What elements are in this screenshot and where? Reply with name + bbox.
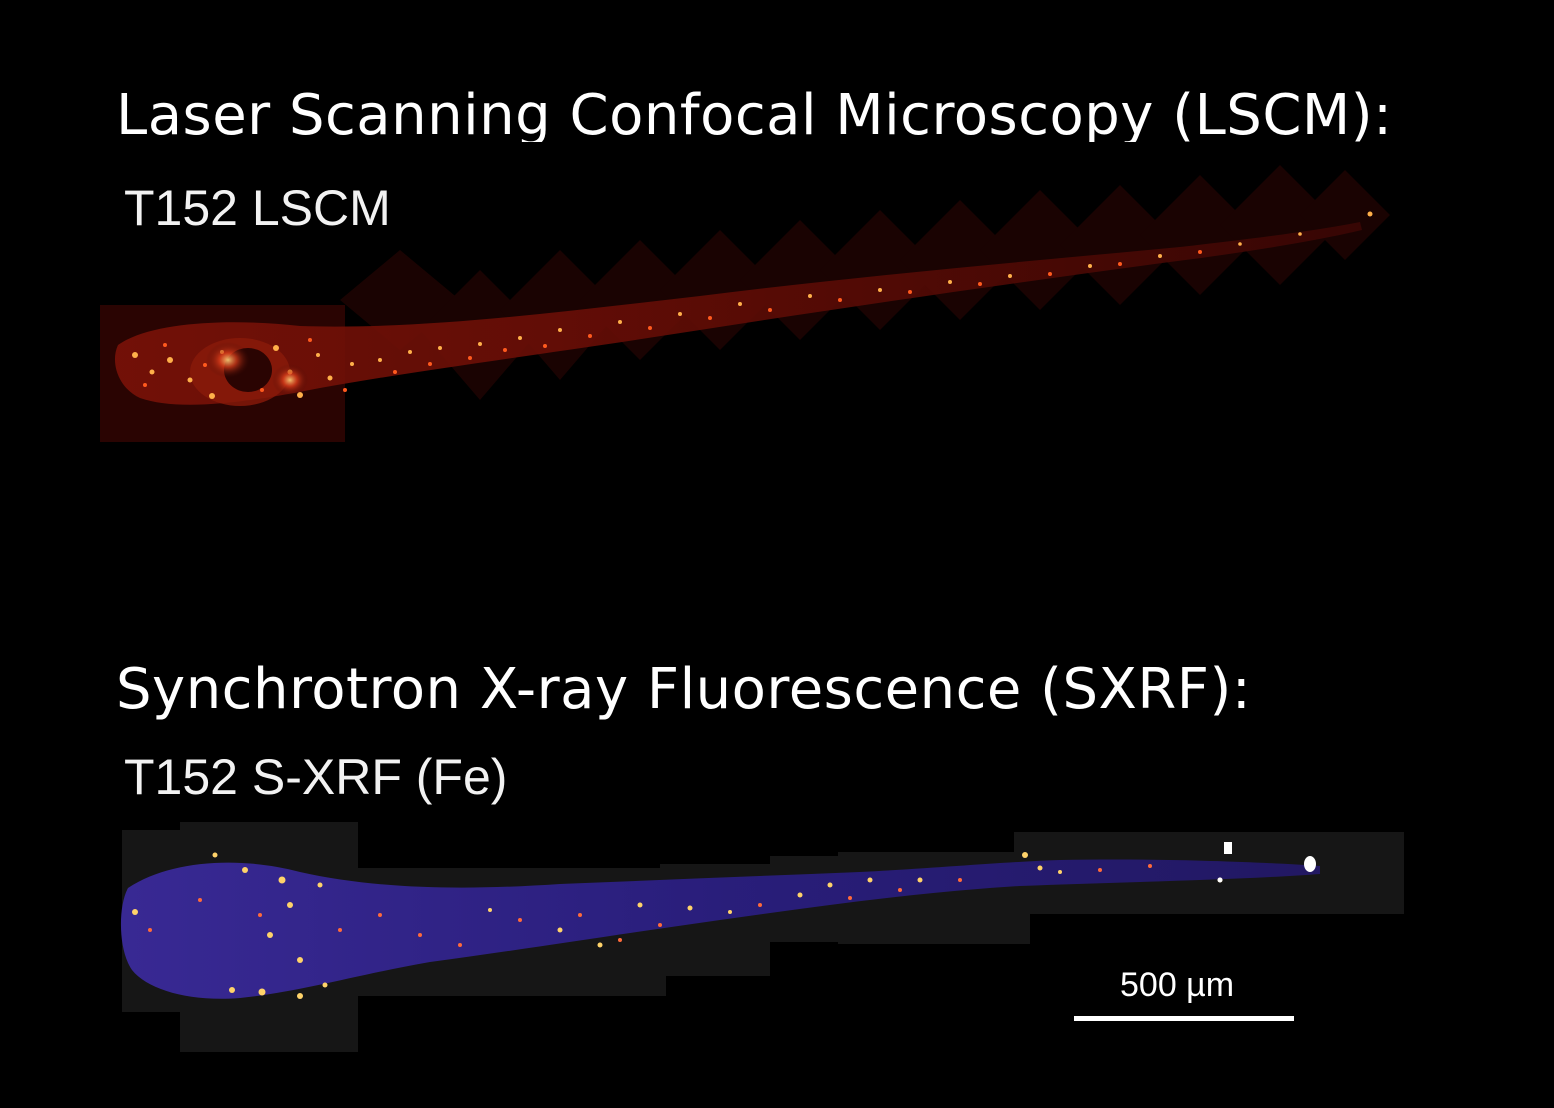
sxrf-micrograph (120, 822, 1404, 1052)
lscm-micrograph (100, 165, 1390, 442)
lscm-panel-label: T152 LSCM (124, 180, 391, 236)
scalebar-label: 500 µm (1120, 966, 1235, 1004)
sxrf-panel-label: T152 S-XRF (Fe) (124, 749, 508, 805)
sxrf-heading: Synchrotron X-ray Fluorescence (SXRF): (116, 657, 1252, 722)
lscm-heading: Laser Scanning Confocal Microscopy (LSCM… (116, 88, 1393, 142)
scalebar-line (1074, 1016, 1294, 1021)
